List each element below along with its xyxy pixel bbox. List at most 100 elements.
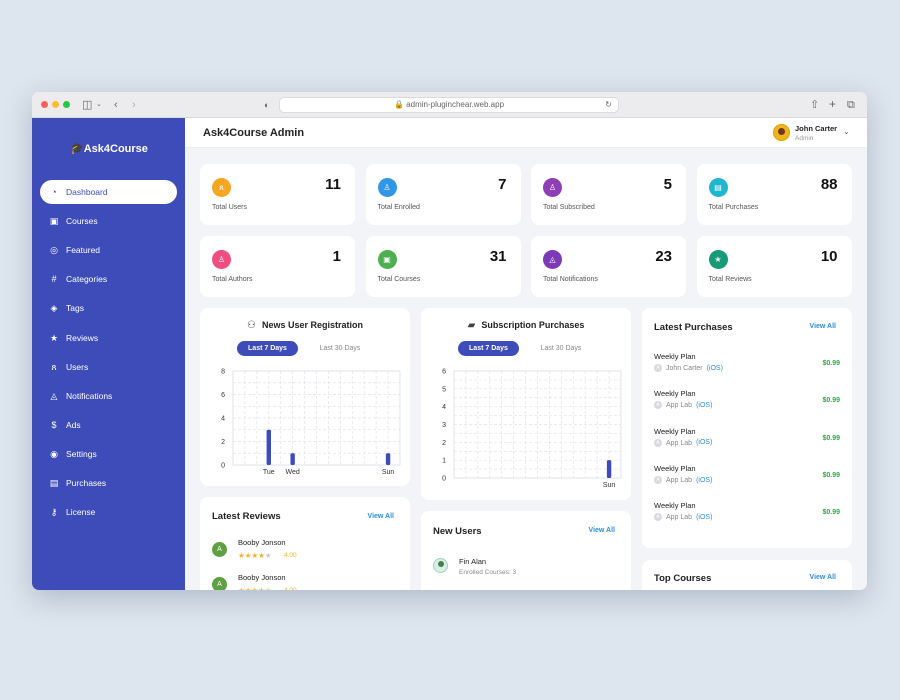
stat-value: 23 bbox=[655, 248, 672, 265]
purchase-row[interactable]: Weekly Plan A John Carter (iOS) $0.99 bbox=[654, 352, 840, 382]
tabs-overview-icon[interactable]: ⧉ bbox=[847, 99, 855, 111]
stat-card-total-subscribed[interactable]: ♙ 5 Total Subscribed bbox=[531, 164, 686, 225]
sidebar-toggle-icon[interactable]: ◫ bbox=[82, 99, 93, 111]
top-courses-view-all-link[interactable]: View All bbox=[809, 574, 836, 581]
sidebar-item-settings[interactable]: ◉ Settings bbox=[40, 442, 177, 466]
stat-card-total-courses[interactable]: ▣ 31 Total Courses bbox=[365, 236, 521, 297]
categories-icon: # bbox=[51, 274, 57, 285]
user-avatar bbox=[433, 558, 448, 573]
stat-label: Total Subscribed bbox=[543, 204, 595, 211]
back-icon[interactable]: ‹ bbox=[114, 99, 118, 111]
bar-sun bbox=[606, 460, 612, 478]
sidebar-item-dashboard[interactable]: ◔ Dashboard bbox=[40, 180, 177, 204]
purchase-row[interactable]: Weekly Plan A App Lab (iOS) $0.99 bbox=[654, 389, 840, 419]
sidebar-item-label: Settings bbox=[66, 448, 97, 459]
y-tick-label: 4 bbox=[442, 404, 446, 411]
review-row[interactable]: A Booby Jonson ★★★★★ 4.00 bbox=[212, 538, 392, 568]
stat-card-total-reviews[interactable]: ★ 10 Total Reviews bbox=[696, 236, 852, 297]
reviewer-avatar: A bbox=[212, 577, 227, 590]
sidebar-item-tags[interactable]: ◈ Tags bbox=[40, 296, 177, 320]
chart-icon: ▰ bbox=[467, 320, 476, 331]
tab-last-30-days[interactable]: Last 30 Days bbox=[319, 345, 361, 352]
purchase-row[interactable]: Weekly Plan A App Lab (iOS) $0.99 bbox=[654, 427, 840, 457]
user-avatar[interactable] bbox=[773, 124, 790, 141]
purchase-plan: Weekly Plan bbox=[654, 389, 696, 399]
purchase-user: App Lab bbox=[666, 439, 693, 447]
chevron-down-icon[interactable]: ⌄ bbox=[843, 127, 850, 136]
sidebar-item-label: Notifications bbox=[66, 390, 113, 401]
purchase-user: App Lab bbox=[666, 476, 693, 484]
sidebar-item-courses[interactable]: ▣ Courses bbox=[40, 209, 177, 233]
tab-last-7-days[interactable]: Last 7 Days bbox=[458, 341, 519, 356]
total-authors-icon: ♙ bbox=[212, 250, 231, 269]
stat-card-total-authors[interactable]: ♙ 1 Total Authors bbox=[200, 236, 355, 297]
forward-icon[interactable]: › bbox=[132, 99, 136, 111]
sidebar-item-label: Dashboard bbox=[66, 187, 108, 197]
latest-purchases-title: Latest Purchases bbox=[654, 322, 733, 333]
minimize-window-button[interactable] bbox=[52, 101, 59, 108]
address-bar[interactable]: 🔒 admin-pluginchear.web.app ↻ bbox=[279, 97, 619, 113]
sidebar-item-purchases[interactable]: ▤ Purchases bbox=[40, 471, 177, 495]
purchase-platform: (iOS) bbox=[696, 476, 713, 484]
graduation-cap-icon: 🎓 bbox=[70, 143, 84, 155]
sidebar-item-users[interactable]: ጸ Users bbox=[40, 355, 177, 379]
user-name[interactable]: John Carter bbox=[795, 124, 838, 133]
sidebar-item-notifications[interactable]: ◬ Notifications bbox=[40, 384, 177, 408]
purchase-price: $0.99 bbox=[822, 434, 840, 442]
purchase-row[interactable]: Weekly Plan A App Lab (iOS) $0.99 bbox=[654, 464, 840, 494]
new-tab-icon[interactable]: + bbox=[829, 97, 837, 111]
purchase-plan: Weekly Plan bbox=[654, 426, 696, 436]
sidebar: 🎓Ask4Course ◔ Dashboard ▣ Courses ◎ Featured #… bbox=[32, 118, 185, 590]
stat-value: 10 bbox=[820, 248, 838, 265]
total-users-icon: ጸ bbox=[212, 178, 231, 197]
y-tick-label: 0 bbox=[442, 476, 446, 483]
review-rating: 4.00 bbox=[284, 587, 297, 590]
stat-card-total-enrolled[interactable]: ♙ 7 Total Enrolled bbox=[365, 164, 521, 225]
tab-last-7-days[interactable]: Last 7 Days bbox=[237, 341, 298, 356]
new-users-card: New Users View All Fin Alan Enrolled Cou… bbox=[421, 511, 631, 590]
stat-card-total-notifications[interactable]: ◬ 23 Total Notifications bbox=[531, 236, 686, 297]
chevron-down-icon[interactable]: ⌄ bbox=[96, 101, 102, 108]
brand-logo[interactable]: 🎓Ask4Course bbox=[70, 142, 148, 155]
top-courses-title: Top Courses bbox=[654, 573, 712, 584]
x-tick-label: Wed bbox=[286, 469, 300, 476]
sidebar-item-reviews[interactable]: ★ Reviews bbox=[40, 326, 177, 350]
reviewer-avatar: A bbox=[212, 542, 227, 557]
sidebar-item-featured[interactable]: ◎ Featured bbox=[40, 238, 177, 262]
share-icon[interactable]: ⇧ bbox=[810, 99, 820, 111]
purchase-row[interactable]: Weekly Plan A App Lab (iOS) $0.99 bbox=[654, 501, 840, 531]
latest-purchases-view-all-link[interactable]: View All bbox=[809, 323, 836, 330]
total-courses-icon: ▣ bbox=[377, 250, 397, 269]
shield-icon[interactable]: ◐ bbox=[264, 100, 270, 110]
new-users-view-all-link[interactable]: View All bbox=[588, 527, 615, 534]
review-row[interactable]: A Booby Jonson ★★★★★ 4.00 bbox=[212, 573, 392, 590]
purchase-platform: (iOS) bbox=[696, 514, 713, 522]
close-window-button[interactable] bbox=[41, 101, 48, 108]
sidebar-item-label: Users bbox=[66, 361, 89, 372]
sidebar-item-label: Categories bbox=[66, 274, 108, 285]
maximize-window-button[interactable] bbox=[63, 101, 70, 108]
tags-icon: ◈ bbox=[50, 303, 58, 314]
purchase-plan: Weekly Plan bbox=[654, 463, 696, 473]
stat-card-total-users[interactable]: ጸ 11 Total Users bbox=[200, 164, 355, 225]
total-subscribed-icon: ♙ bbox=[543, 178, 562, 197]
sidebar-item-label: License bbox=[66, 507, 96, 518]
star-rating-icon: ★★★★★ bbox=[238, 586, 272, 590]
y-tick-label: 5 bbox=[442, 386, 446, 393]
y-tick-label: 6 bbox=[442, 369, 446, 376]
reload-icon[interactable]: ↻ bbox=[605, 100, 612, 109]
user-icon: A bbox=[654, 513, 662, 522]
purchase-price: $0.99 bbox=[822, 360, 840, 367]
ads-icon: $ bbox=[51, 419, 57, 430]
tab-last-30-days[interactable]: Last 30 Days bbox=[540, 345, 582, 352]
user-icon: A bbox=[654, 401, 662, 410]
sidebar-item-license[interactable]: ⚷ License bbox=[40, 500, 177, 524]
stat-label: Total Courses bbox=[377, 276, 421, 283]
latest-reviews-view-all-link[interactable]: View All bbox=[367, 513, 394, 520]
stat-card-total-purchases[interactable]: ▤ 88 Total Purchases bbox=[696, 164, 852, 225]
sidebar-item-categories[interactable]: # Categories bbox=[40, 267, 177, 291]
x-tick-label: Tue bbox=[263, 469, 275, 476]
sidebar-item-ads[interactable]: $ Ads bbox=[40, 413, 177, 437]
reviews-icon: ★ bbox=[49, 332, 59, 343]
new-user-name[interactable]: Fin Alan bbox=[459, 557, 487, 566]
